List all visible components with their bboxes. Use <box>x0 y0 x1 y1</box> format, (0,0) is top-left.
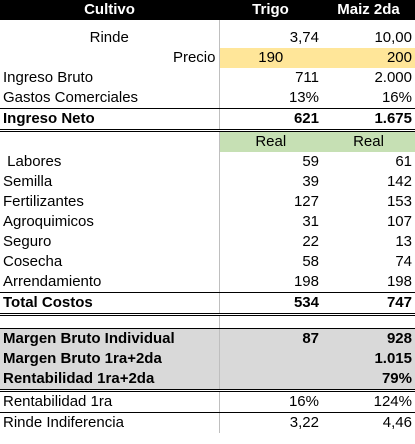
gastos-comerciales-maiz: 16% <box>322 88 415 109</box>
gastos-comerciales-label: Gastos Comerciales <box>0 88 219 109</box>
cost-row: Agroquimicos 31 107 <box>0 212 415 232</box>
header-row: Cultivo Trigo Maiz 2da <box>0 0 415 20</box>
cost-maiz: 13 <box>395 233 412 250</box>
cost-label: Semilla <box>3 173 53 190</box>
header-trigo: Trigo <box>219 0 322 20</box>
ingreso-neto-row: Ingreso Neto 621 1.675 <box>0 108 415 132</box>
gastos-comerciales-trigo: 13% <box>218 88 322 109</box>
margen-individual-maiz: 928 <box>322 328 415 349</box>
margen-combined-maiz: 1.015 <box>322 349 415 369</box>
ingreso-bruto-maiz: 2.000 <box>374 69 412 86</box>
margen-individual-row: Margen Bruto Individual 87 928 <box>0 328 415 349</box>
cost-trigo: 127 <box>218 192 322 212</box>
cost-row: Fertilizantes 127 153 <box>0 192 415 212</box>
rinde-label: Rinde <box>89 29 129 46</box>
margen-combined-label: Margen Bruto 1ra+2da <box>0 349 219 369</box>
ingreso-bruto-label: Ingreso Bruto <box>3 69 94 86</box>
cost-row: Semilla 39 142 <box>0 172 415 192</box>
cost-row: Labores 59 61 <box>0 152 415 172</box>
cost-maiz: 153 <box>386 193 412 210</box>
rinde-indiferencia-maiz: 4,46 <box>382 414 412 431</box>
rentabilidad-1ra-row: Rentabilidad 1ra 16% 124% <box>0 390 415 413</box>
crop-margin-table: Cultivo Trigo Maiz 2da Rinde 3,74 10,00 … <box>0 0 415 433</box>
real-header-trigo: Real <box>218 130 322 152</box>
rinde-row: Rinde 3,74 10,00 <box>0 28 415 48</box>
precio-label: Precio <box>172 49 216 66</box>
cost-trigo: 39 <box>218 172 322 192</box>
precio-trigo: 190 <box>218 48 322 68</box>
cost-label: Agroquimicos <box>3 213 94 230</box>
cost-row: Arrendamiento 198 198 <box>0 272 415 293</box>
margen-individual-trigo: 87 <box>218 328 322 349</box>
cost-trigo: 31 <box>218 212 322 232</box>
cost-row: Seguro 22 13 <box>0 232 415 252</box>
header-maiz: Maiz 2da <box>322 0 415 20</box>
total-costos-row: Total Costos 534 747 <box>0 292 415 316</box>
ingreso-neto-maiz: 1.675 <box>322 108 415 132</box>
header-cultivo: Cultivo <box>0 0 219 20</box>
margen-combined-row: Margen Bruto 1ra+2da 1.015 <box>0 349 415 369</box>
cost-label: Labores <box>3 153 62 170</box>
ingreso-neto-trigo: 621 <box>218 108 322 132</box>
precio-row: Precio 190 200 <box>0 48 415 68</box>
rentabilidad-combined-row: Rentabilidad 1ra+2da 79% <box>0 369 415 392</box>
cost-label: Arrendamiento <box>0 272 219 293</box>
rinde-indiferencia-label: Rinde Indiferencia <box>3 414 124 431</box>
rentabilidad-1ra-maiz: 124% <box>322 390 415 413</box>
rentabilidad-combined-label: Rentabilidad 1ra+2da <box>0 369 219 392</box>
cost-maiz: 107 <box>386 213 412 230</box>
cost-trigo: 59 <box>218 152 322 172</box>
ingreso-neto-label: Ingreso Neto <box>0 108 219 132</box>
cost-trigo: 58 <box>218 252 322 272</box>
margen-individual-label: Margen Bruto Individual <box>0 328 219 349</box>
total-costos-label: Total Costos <box>0 292 219 316</box>
rentabilidad-combined-trigo <box>218 369 322 392</box>
cost-maiz: 142 <box>386 173 412 190</box>
rentabilidad-combined-maiz: 79% <box>322 369 415 392</box>
rinde-trigo: 3,74 <box>218 28 322 48</box>
rentabilidad-1ra-label: Rentabilidad 1ra <box>0 390 219 413</box>
cost-label: Cosecha <box>3 253 63 270</box>
rinde-maiz: 10,00 <box>374 29 412 46</box>
real-header-row: Real Real <box>0 130 415 152</box>
cost-trigo: 198 <box>218 272 322 293</box>
cost-label: Seguro <box>3 233 52 250</box>
total-costos-trigo: 534 <box>218 292 322 316</box>
cost-row: Cosecha 58 74 <box>0 252 415 272</box>
ingreso-bruto-row: Ingreso Bruto 711 2.000 <box>0 68 415 88</box>
margen-combined-trigo <box>218 349 322 369</box>
rentabilidad-1ra-trigo: 16% <box>218 390 322 413</box>
ingreso-bruto-trigo: 711 <box>218 68 322 88</box>
precio-maiz: 200 <box>322 48 415 68</box>
cost-maiz: 74 <box>395 253 412 270</box>
gastos-comerciales-row: Gastos Comerciales 13% 16% <box>0 88 415 109</box>
rinde-indiferencia-row: Rinde Indiferencia 3,22 4,46 <box>0 412 415 433</box>
cost-maiz: 198 <box>322 272 415 293</box>
cost-label: Fertilizantes <box>3 193 84 210</box>
rinde-indiferencia-trigo: 3,22 <box>218 412 322 433</box>
real-header-maiz: Real <box>322 130 415 152</box>
total-costos-maiz: 747 <box>322 292 415 316</box>
cost-trigo: 22 <box>218 232 322 252</box>
cost-maiz: 61 <box>395 153 412 170</box>
